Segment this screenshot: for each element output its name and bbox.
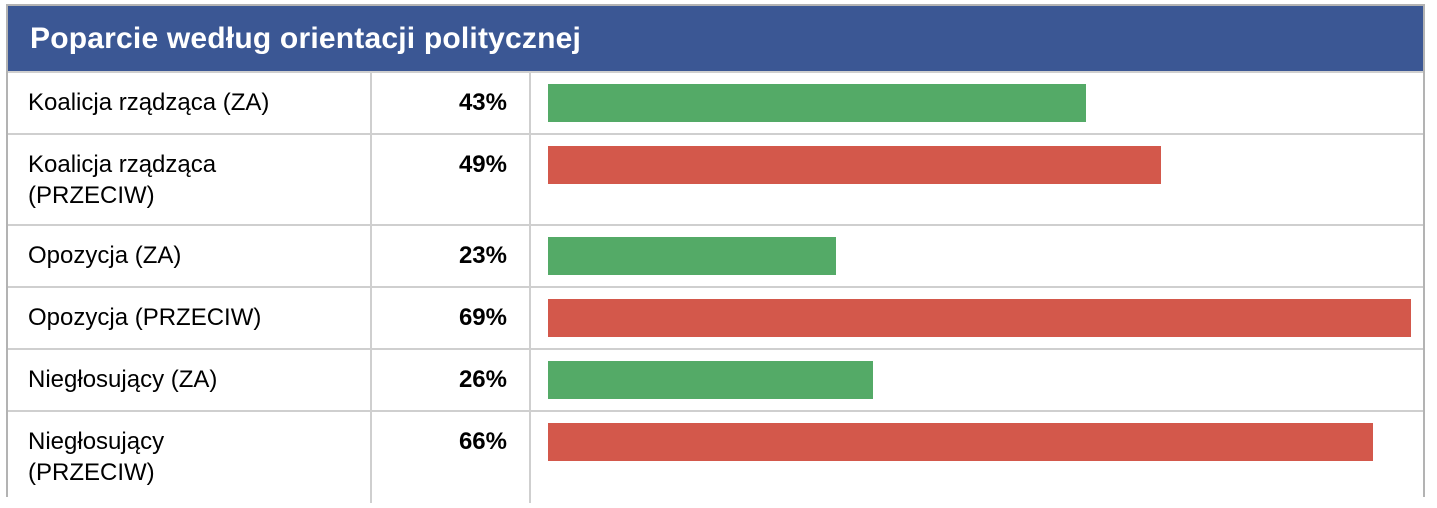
chart-header: Poparcie według orientacji politycznej <box>8 6 1423 71</box>
category-label: Opozycja (ZA) <box>8 226 372 286</box>
bar-track <box>531 73 1423 133</box>
category-label: Niegłosujący (PRZECIW) <box>8 412 372 503</box>
table-row: Opozycja (ZA) 23% <box>8 224 1423 286</box>
percentage-value: 43% <box>372 73 531 133</box>
category-label: Koalicja rządząca (ZA) <box>8 73 372 133</box>
chart-rows: Koalicja rządząca (ZA) 43% Koalicja rząd… <box>8 71 1423 503</box>
bar-track <box>531 135 1423 224</box>
bar <box>548 299 1411 337</box>
percentage-value: 26% <box>372 350 531 410</box>
percentage-value: 49% <box>372 135 531 224</box>
bar <box>548 423 1373 461</box>
bar <box>548 237 836 275</box>
table-row: Niegłosujący (ZA) 26% <box>8 348 1423 410</box>
table-row: Koalicja rządząca (PRZECIW) 49% <box>8 133 1423 224</box>
category-label: Opozycja (PRZECIW) <box>8 288 372 348</box>
bar <box>548 84 1086 122</box>
percentage-value: 23% <box>372 226 531 286</box>
category-label: Koalicja rządząca (PRZECIW) <box>8 135 372 224</box>
category-label: Niegłosujący (ZA) <box>8 350 372 410</box>
bar <box>548 361 873 399</box>
bar-track <box>531 226 1423 286</box>
bar-track <box>531 412 1423 503</box>
bar-track <box>531 350 1423 410</box>
table-row: Opozycja (PRZECIW) 69% <box>8 286 1423 348</box>
support-by-political-orientation-chart: Poparcie według orientacji politycznej K… <box>6 4 1425 503</box>
table-row: Niegłosujący (PRZECIW) 66% <box>8 410 1423 503</box>
table-row: Koalicja rządząca (ZA) 43% <box>8 71 1423 133</box>
percentage-value: 69% <box>372 288 531 348</box>
percentage-value: 66% <box>372 412 531 503</box>
bar-track <box>531 288 1423 348</box>
chart-title: Poparcie według orientacji politycznej <box>30 21 582 55</box>
bar <box>548 146 1161 184</box>
